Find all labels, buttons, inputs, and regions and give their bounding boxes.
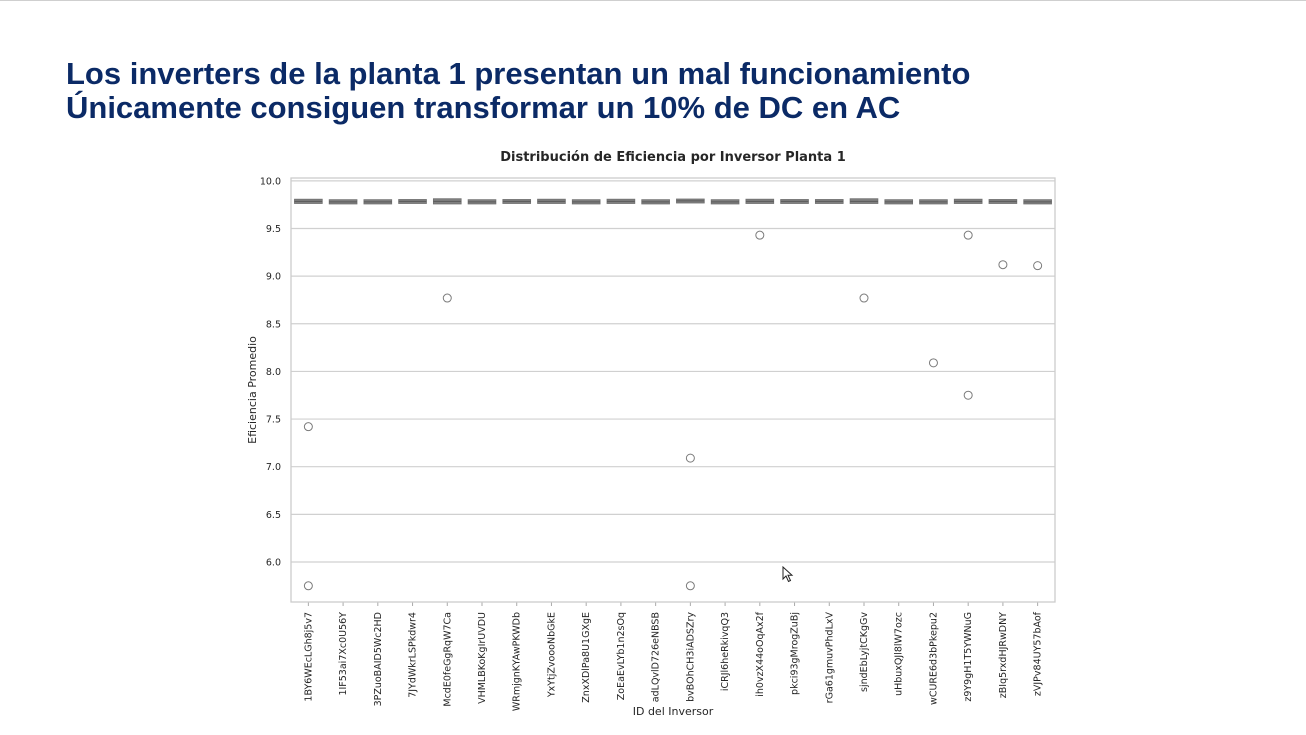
outlier-point: [859, 293, 869, 303]
x-tick-label: ZnxXDlPa8U1GXgE: [581, 612, 592, 703]
x-tick-label: z9Y9gH1T5YWNuG: [963, 612, 974, 702]
outlier-point: [1033, 261, 1043, 271]
y-tick-label: 8.0: [266, 367, 281, 378]
y-tick-label: 6.0: [266, 557, 281, 568]
x-tick-label: uHbuxQJl8lW7ozc: [894, 612, 905, 696]
x-tick-label: sjndEbLyjtCKgGv: [859, 612, 870, 692]
outlier-point: [442, 293, 452, 303]
outlier-point: [685, 581, 695, 591]
y-tick-labels: 6.0 6.5 7.0 7.5 8.0 8.5 9.0 9.5 10.0: [260, 176, 281, 568]
chart-title: Distribución de Eficiencia por Inversor …: [500, 150, 846, 165]
slide-title-line-2: Únicamente consiguen transformar un 10% …: [66, 90, 901, 125]
y-tick-label: 9.5: [266, 224, 281, 235]
mouse-pointer-icon: [782, 566, 794, 583]
x-tick-label: pkci93gMrogZuBj: [790, 612, 801, 695]
x-tick-label: ih0vzX44oOqAx2f: [755, 611, 766, 696]
y-tick-label: 8.5: [266, 319, 281, 330]
x-tick-label: 1BY6WEcLGh8j5v7: [303, 612, 314, 702]
top-divider: [0, 0, 1306, 1]
outlier-point: [685, 453, 695, 463]
x-axis-label: ID del Inversor: [633, 705, 714, 718]
gridlines: [291, 180, 1055, 563]
x-tick-label: McdE0feGgRqW7Ca: [442, 612, 453, 707]
x-tick-label: zBIq5rxdHJRwDNY: [998, 612, 1009, 698]
x-tick-label: zVJPv84UY57bAof: [1033, 611, 1044, 696]
slide-title: Los inverters de la planta 1 presentan u…: [66, 57, 1216, 125]
outlier-point: [755, 230, 765, 240]
outlier-point: [998, 260, 1008, 270]
y-tick-label: 6.5: [266, 510, 281, 521]
x-tick-label: bvBOhCH3iADSZry: [685, 612, 696, 702]
plot-frame: [290, 177, 1056, 603]
outlier-point: [963, 230, 973, 240]
x-tick-label: iCRJl6heRkivqQ3: [720, 612, 731, 691]
y-tick-label: 9.0: [266, 272, 281, 283]
y-axis-label: Eficiencia Promedio: [246, 336, 259, 444]
x-tick-label: YxYtjZvoooNbGkE: [546, 612, 557, 698]
outlier-point: [928, 358, 938, 368]
x-tick-label: VHMLBKoKgIrUVDU: [477, 612, 488, 704]
x-tick-labels: 1BY6WEcLGh8j5v7 1IF53ai7Xc0U56Y 3PZuoBAID5…: [303, 602, 1044, 711]
outlier-point: [963, 390, 973, 400]
slide-title-line-1: Los inverters de la planta 1 presentan u…: [66, 56, 971, 91]
x-tick-label: wCURE6d3bPkepu2: [928, 612, 939, 705]
x-tick-label: ZoEaEvLYb1n2sOq: [616, 612, 627, 700]
x-tick-label: 3PZuoBAID5Wc2HD: [373, 612, 384, 706]
y-tick-label: 7.5: [266, 415, 281, 426]
outlier-point: [303, 581, 313, 591]
x-tick-label: adLQvlD726eNBSB: [651, 612, 662, 702]
outlier-point: [303, 422, 313, 432]
x-tick-label: rGa61gmuvPhdLxV: [824, 612, 835, 704]
x-tick-label: 1IF53ai7Xc0U56Y: [338, 612, 349, 696]
y-tick-label: 10.0: [260, 176, 281, 187]
y-tick-label: 7.0: [266, 462, 281, 473]
x-tick-label: 7JYdWkrLSPkdwr4: [408, 612, 419, 698]
outliers: [303, 230, 1043, 591]
x-tick-label: WRmjgnKYAwPKWDb: [512, 612, 523, 711]
boxes: [294, 198, 1052, 205]
